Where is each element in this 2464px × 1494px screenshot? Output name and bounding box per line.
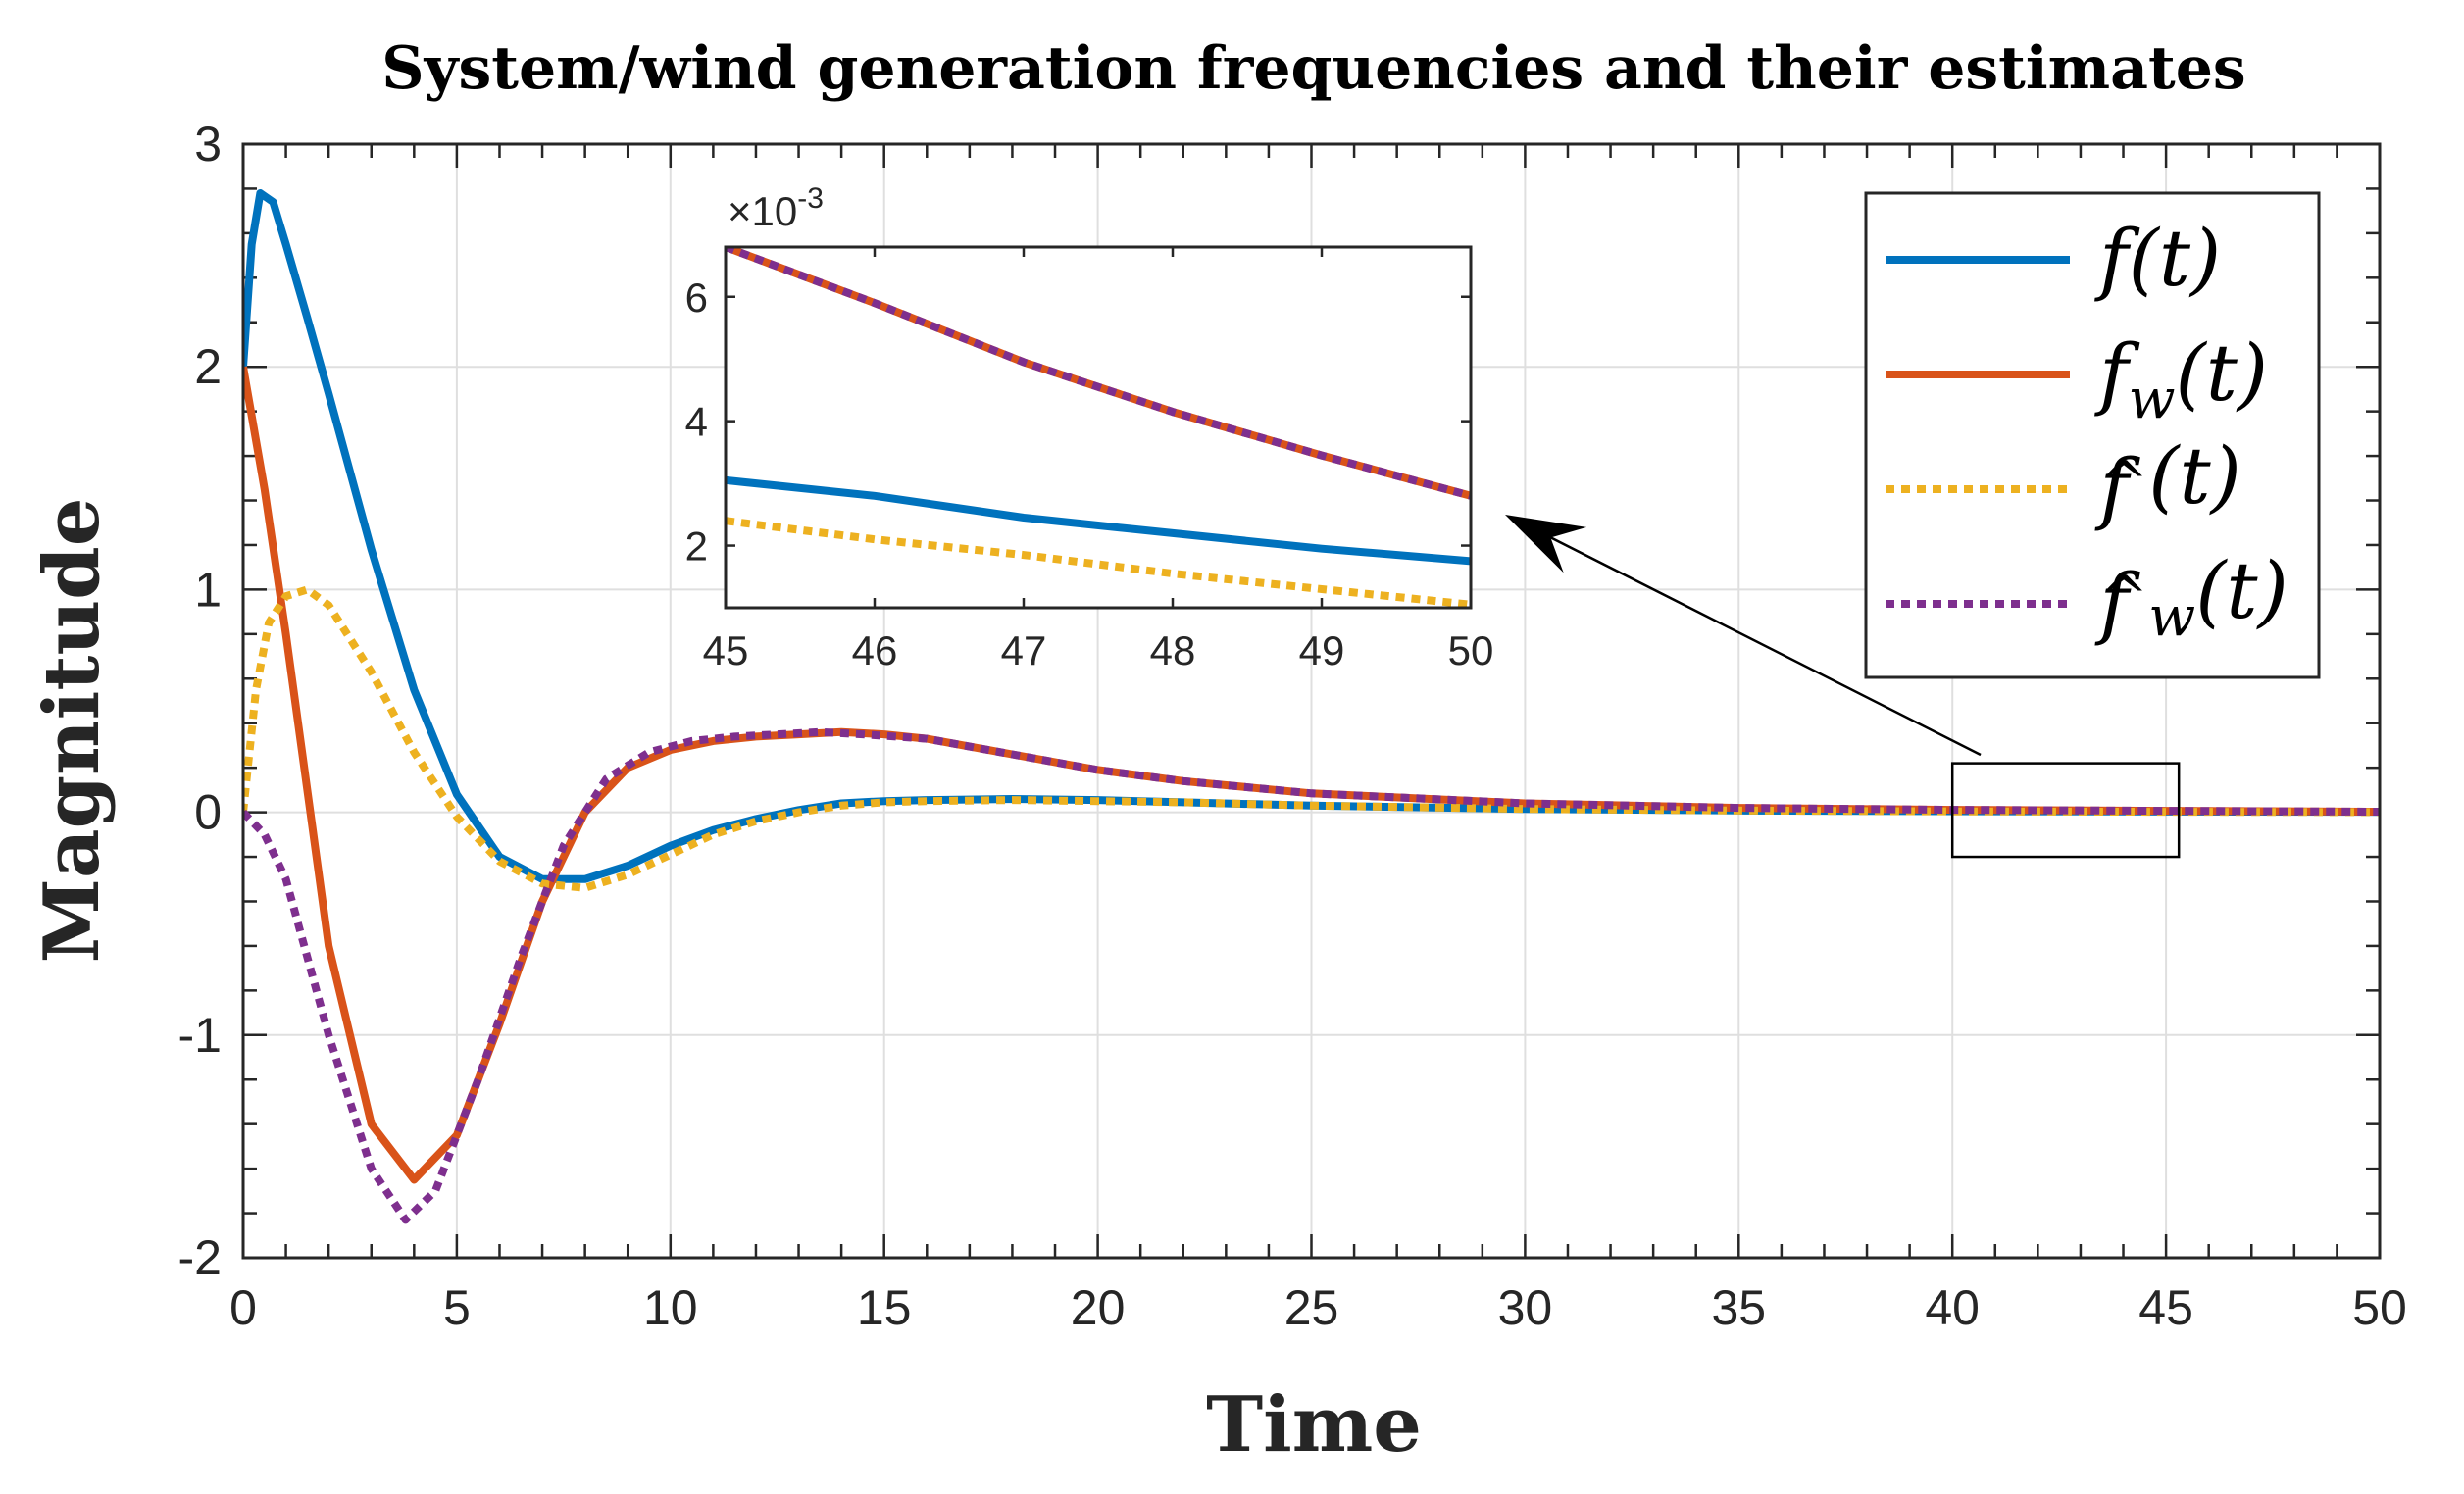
inset-axes-frame (724, 245, 1473, 610)
x-tick-label-25: 25 (1284, 1280, 1339, 1335)
inset-x-tick-label-45: 45 (703, 627, 749, 673)
inset-x-tick-label-50: 50 (1448, 627, 1494, 673)
legend-entry-0: f(t) (1886, 213, 2221, 304)
legend-label-2: f^(t) (2094, 430, 2240, 533)
y-tick-label-1: 1 (194, 562, 222, 617)
x-tick-label-30: 30 (1498, 1280, 1553, 1335)
legend-label-0: f(t) (2094, 213, 2221, 304)
arrow-shaft (1541, 531, 1982, 757)
legend-entry-3: f^w(t) (1886, 545, 2288, 649)
inset-x-tick-label-46: 46 (852, 627, 898, 673)
x-tick-label-40: 40 (1925, 1280, 1980, 1335)
y-tick-label--1: -1 (178, 1008, 222, 1063)
inset-y-exponent: ×10-3 (728, 182, 824, 234)
inset-x-tick-label-49: 49 (1299, 627, 1345, 673)
main-axes-frame (241, 142, 2382, 1260)
x-axis-title: Time (1206, 1380, 1422, 1469)
x-tick-label-45: 45 (2138, 1280, 2193, 1335)
x-tick-label-50: 50 (2352, 1280, 2407, 1335)
inset-series-line-0 (726, 475, 1471, 566)
legend-label-1: fw(t) (2094, 327, 2268, 431)
arrow-head (1505, 515, 1587, 573)
x-tick-label-35: 35 (1711, 1280, 1766, 1335)
y-axis-title: Magnitude (27, 498, 117, 964)
inset-x-tick-label-48: 48 (1150, 627, 1196, 673)
inset-series-group (726, 247, 1471, 608)
x-tick-label-0: 0 (229, 1280, 257, 1335)
x-tick-label-15: 15 (857, 1280, 912, 1335)
series-group (243, 189, 2380, 1224)
legend-box (1864, 191, 2321, 679)
inset-y-tick-label-2: 2 (685, 523, 708, 570)
y-tick-label-2: 2 (194, 339, 222, 394)
legend-entry-1: fw(t) (1886, 327, 2268, 431)
inset-series-line-3 (726, 247, 1471, 500)
zoom-arrow (1505, 515, 1982, 757)
y-tick-label-0: 0 (194, 785, 222, 840)
legend-label-3: f^w(t) (2094, 545, 2288, 649)
chart-title: System/wind generation frequencies and t… (381, 34, 2245, 103)
inset-y-tick-label-4: 4 (685, 399, 708, 445)
x-tick-label-10: 10 (643, 1280, 698, 1335)
zoom-box (1950, 762, 2181, 859)
x-tick-label-5: 5 (443, 1280, 471, 1335)
y-tick-label--2: -2 (178, 1230, 222, 1285)
inset-y-tick-label-6: 6 (685, 274, 708, 321)
x-tick-label-20: 20 (1071, 1280, 1126, 1335)
series-line-3 (243, 727, 2380, 1224)
y-tick-label-3: 3 (194, 117, 222, 172)
inset-x-tick-label-47: 47 (1001, 627, 1047, 673)
legend: f(t) fw(t)f^(t) f^w(t) (1864, 191, 2321, 679)
